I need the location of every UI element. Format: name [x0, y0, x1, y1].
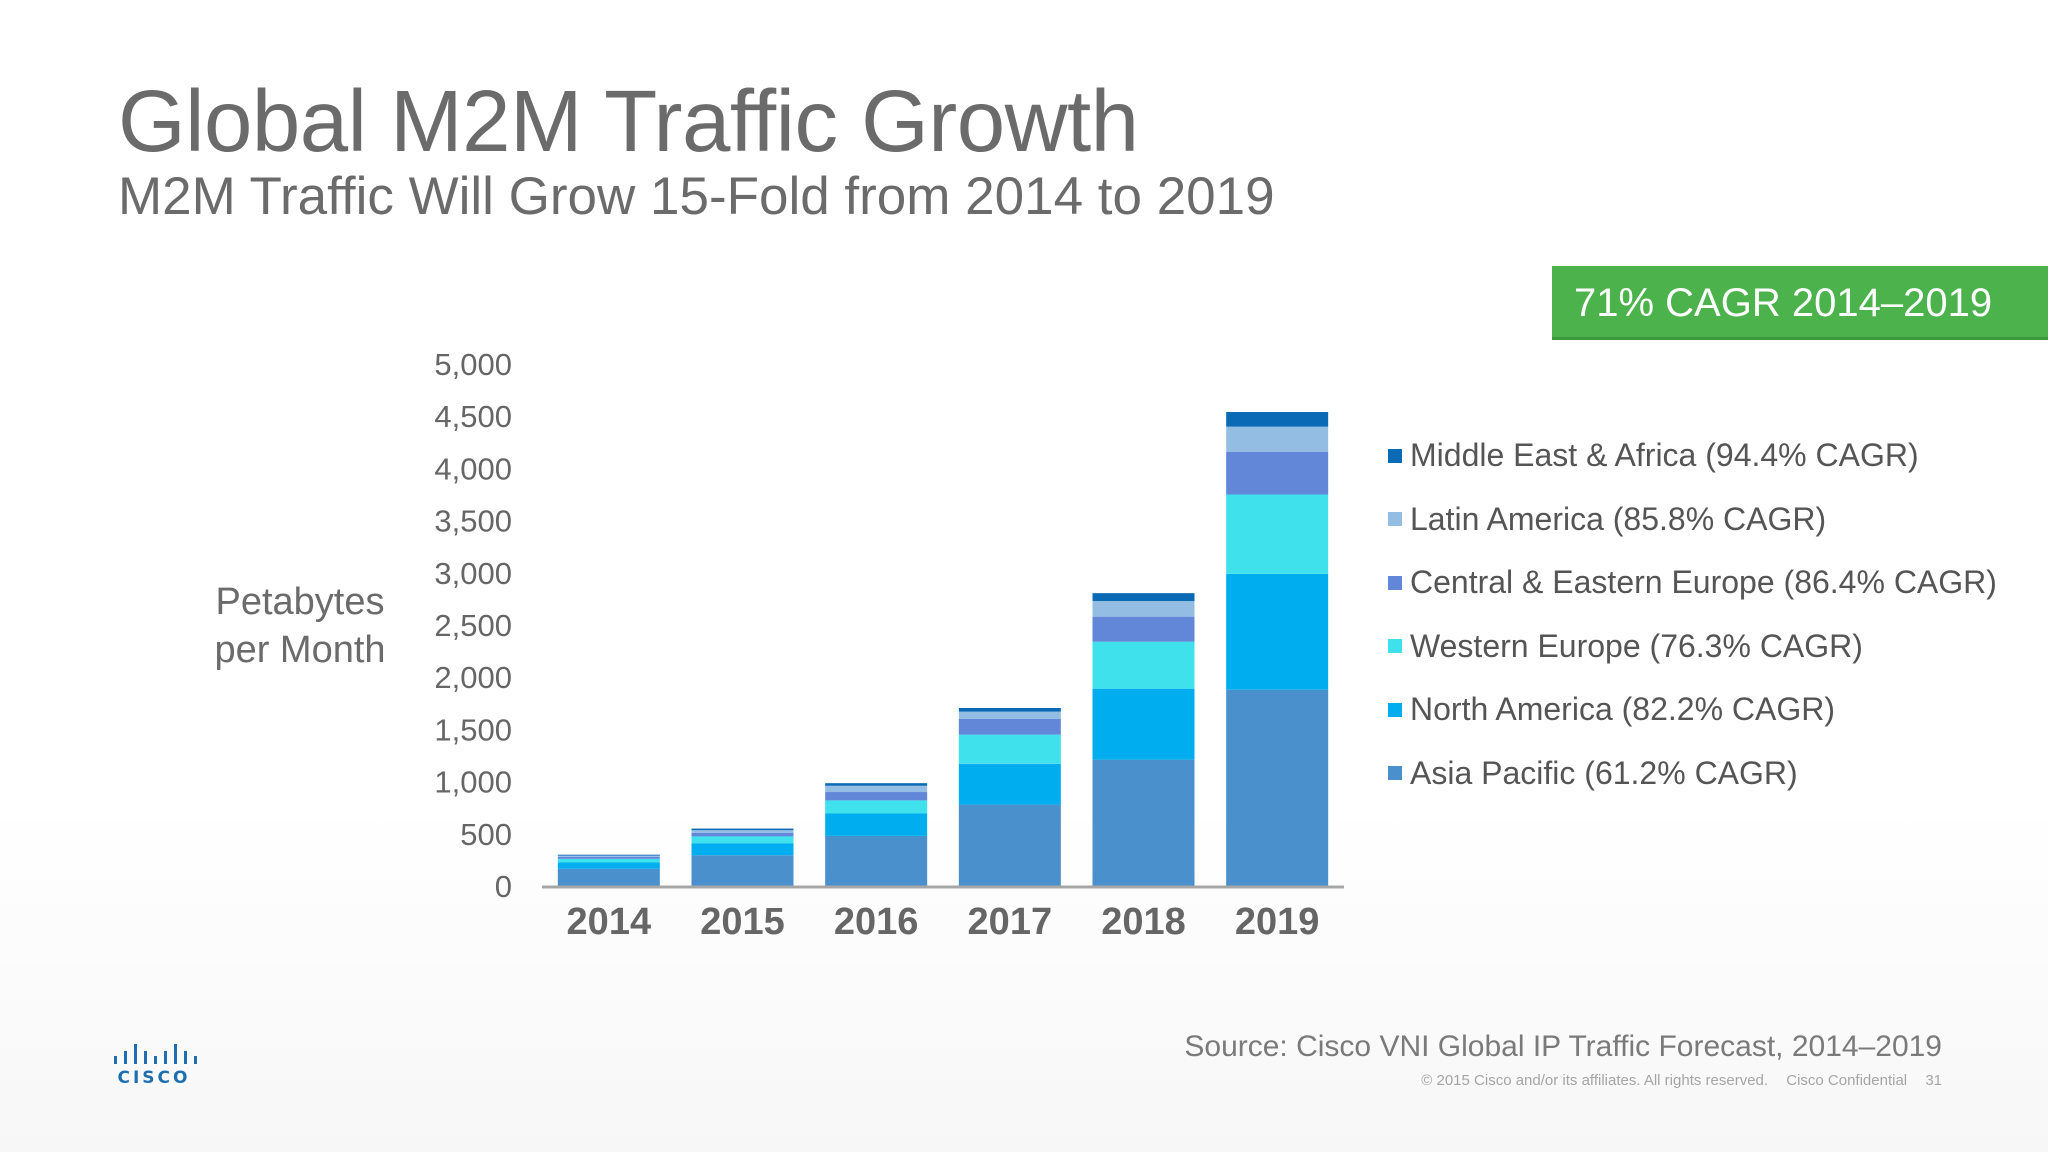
bar-segment: [557, 868, 660, 886]
bar-segment: [958, 707, 1061, 712]
legend-item: North America (82.2% CAGR): [1388, 678, 1997, 742]
legend-swatch: [1388, 766, 1402, 781]
x-tick-label: 2016: [834, 901, 919, 943]
legend-swatch: [1388, 702, 1402, 717]
source-note: Source: Cisco VNI Global IP Traffic Fore…: [1184, 1030, 1942, 1063]
y-tick-label: 3,000: [434, 556, 512, 591]
legend-swatch: [1388, 512, 1402, 527]
legend-swatch: [1388, 448, 1402, 463]
bar-segment: [557, 855, 660, 857]
legend-item: Asia Pacific (61.2% CAGR): [1388, 742, 1997, 806]
legend-label: Latin America (85.8% CAGR): [1410, 500, 1827, 537]
legend-label: Central & Eastern Europe (86.4% CAGR): [1410, 564, 1997, 601]
legend-item: Central & Eastern Europe (86.4% CAGR): [1388, 551, 1997, 615]
bar-segment: [825, 785, 928, 793]
x-tick-label: 2015: [700, 901, 785, 943]
bar-segment: [691, 836, 794, 844]
footer-page-number: 31: [1925, 1072, 1942, 1089]
legend-swatch: [1388, 639, 1402, 654]
footer-confidential: Cisco Confidential: [1786, 1072, 1908, 1089]
bar-segment: [958, 804, 1061, 886]
bar-segment: [825, 800, 928, 814]
bar-segment: [1092, 641, 1195, 689]
bar-segment: [958, 763, 1061, 805]
y-axis-label: Petabytes per Month: [190, 578, 410, 674]
y-tick-label: 1,000: [434, 765, 512, 800]
footer-copyright: © 2015 Cisco and/or its affiliates. All …: [1421, 1072, 1769, 1089]
footer: © 2015 Cisco and/or its affiliates. All …: [1407, 1072, 1942, 1089]
bar-segment: [825, 813, 928, 836]
bar-segment: [958, 734, 1061, 764]
bar-segment: [1226, 426, 1329, 452]
bar-segment: [1092, 600, 1195, 617]
x-tick-label: 2018: [1101, 901, 1186, 943]
bar-segment: [1226, 494, 1329, 574]
bar-segment: [557, 854, 660, 856]
bar-segment: [825, 783, 928, 786]
bar-segment: [557, 858, 660, 863]
y-axis-label-line1: Petabytes: [215, 581, 385, 623]
bar-segment: [1092, 616, 1195, 642]
bar-segment: [1092, 759, 1195, 886]
x-tick-label: 2019: [1235, 901, 1320, 943]
legend-item: Western Europe (76.3% CAGR): [1388, 615, 1997, 679]
bar-segment: [958, 711, 1061, 719]
bar-segment: [1226, 573, 1329, 690]
y-tick-label: 2,500: [434, 608, 512, 643]
cisco-bridge-icon: [114, 1044, 197, 1064]
legend-label: Western Europe (76.3% CAGR): [1410, 627, 1863, 664]
bar-segment: [1092, 593, 1195, 601]
legend-item: Latin America (85.8% CAGR): [1388, 488, 1997, 552]
page-title: Global M2M Traffic Growth: [118, 73, 1139, 170]
bar-segment: [691, 828, 794, 831]
y-axis-label-line2: per Month: [214, 629, 386, 671]
y-tick-label: 2,000: [434, 660, 512, 695]
bar-segment: [691, 830, 794, 833]
bar-segment: [1226, 451, 1329, 495]
x-tick-label: 2014: [567, 901, 652, 943]
bar-segment: [557, 856, 660, 859]
cagr-badge: 71% CAGR 2014–2019: [1552, 266, 2048, 340]
chart-legend: Middle East & Africa (94.4% CAGR) Latin A…: [1388, 424, 1997, 805]
bar-segment: [1092, 688, 1195, 760]
y-tick-label: 500: [460, 817, 512, 852]
cisco-logo: CISCO: [112, 1042, 202, 1090]
cisco-wordmark: CISCO: [117, 1068, 191, 1088]
bar-segment: [825, 835, 928, 886]
y-tick-label: 0: [495, 869, 512, 904]
y-tick-label: 4,500: [434, 399, 512, 434]
y-tick-label: 3,500: [434, 504, 512, 539]
legend-label: Asia Pacific (61.2% CAGR): [1410, 754, 1798, 791]
bar-segment: [825, 792, 928, 801]
bar-segment: [691, 855, 794, 886]
bar-segment: [557, 862, 660, 869]
bar-segment: [958, 718, 1061, 735]
y-tick-label: 5,000: [434, 347, 512, 382]
bar-segment: [691, 843, 794, 856]
page-subtitle: M2M Traffic Will Grow 15-Fold from 2014 …: [118, 167, 1275, 226]
legend-item: Middle East & Africa (94.4% CAGR): [1388, 424, 1997, 488]
bar-segment: [1226, 689, 1329, 886]
y-tick-label: 1,500: [434, 712, 512, 747]
legend-label: Middle East & Africa (94.4% CAGR): [1410, 437, 1919, 474]
legend-label: North America (82.2% CAGR): [1410, 691, 1836, 728]
y-tick-label: 4,000: [434, 451, 512, 486]
x-tick-label: 2017: [968, 901, 1053, 943]
legend-swatch: [1388, 575, 1402, 590]
bar-segment: [691, 832, 794, 837]
bar-segment: [1226, 412, 1329, 427]
